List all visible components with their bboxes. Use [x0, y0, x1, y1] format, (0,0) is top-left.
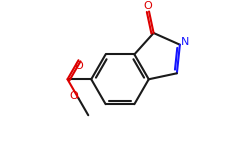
Text: O: O [74, 61, 83, 71]
Text: O: O [144, 1, 152, 11]
Text: O: O [70, 91, 78, 101]
Text: N: N [181, 37, 190, 47]
